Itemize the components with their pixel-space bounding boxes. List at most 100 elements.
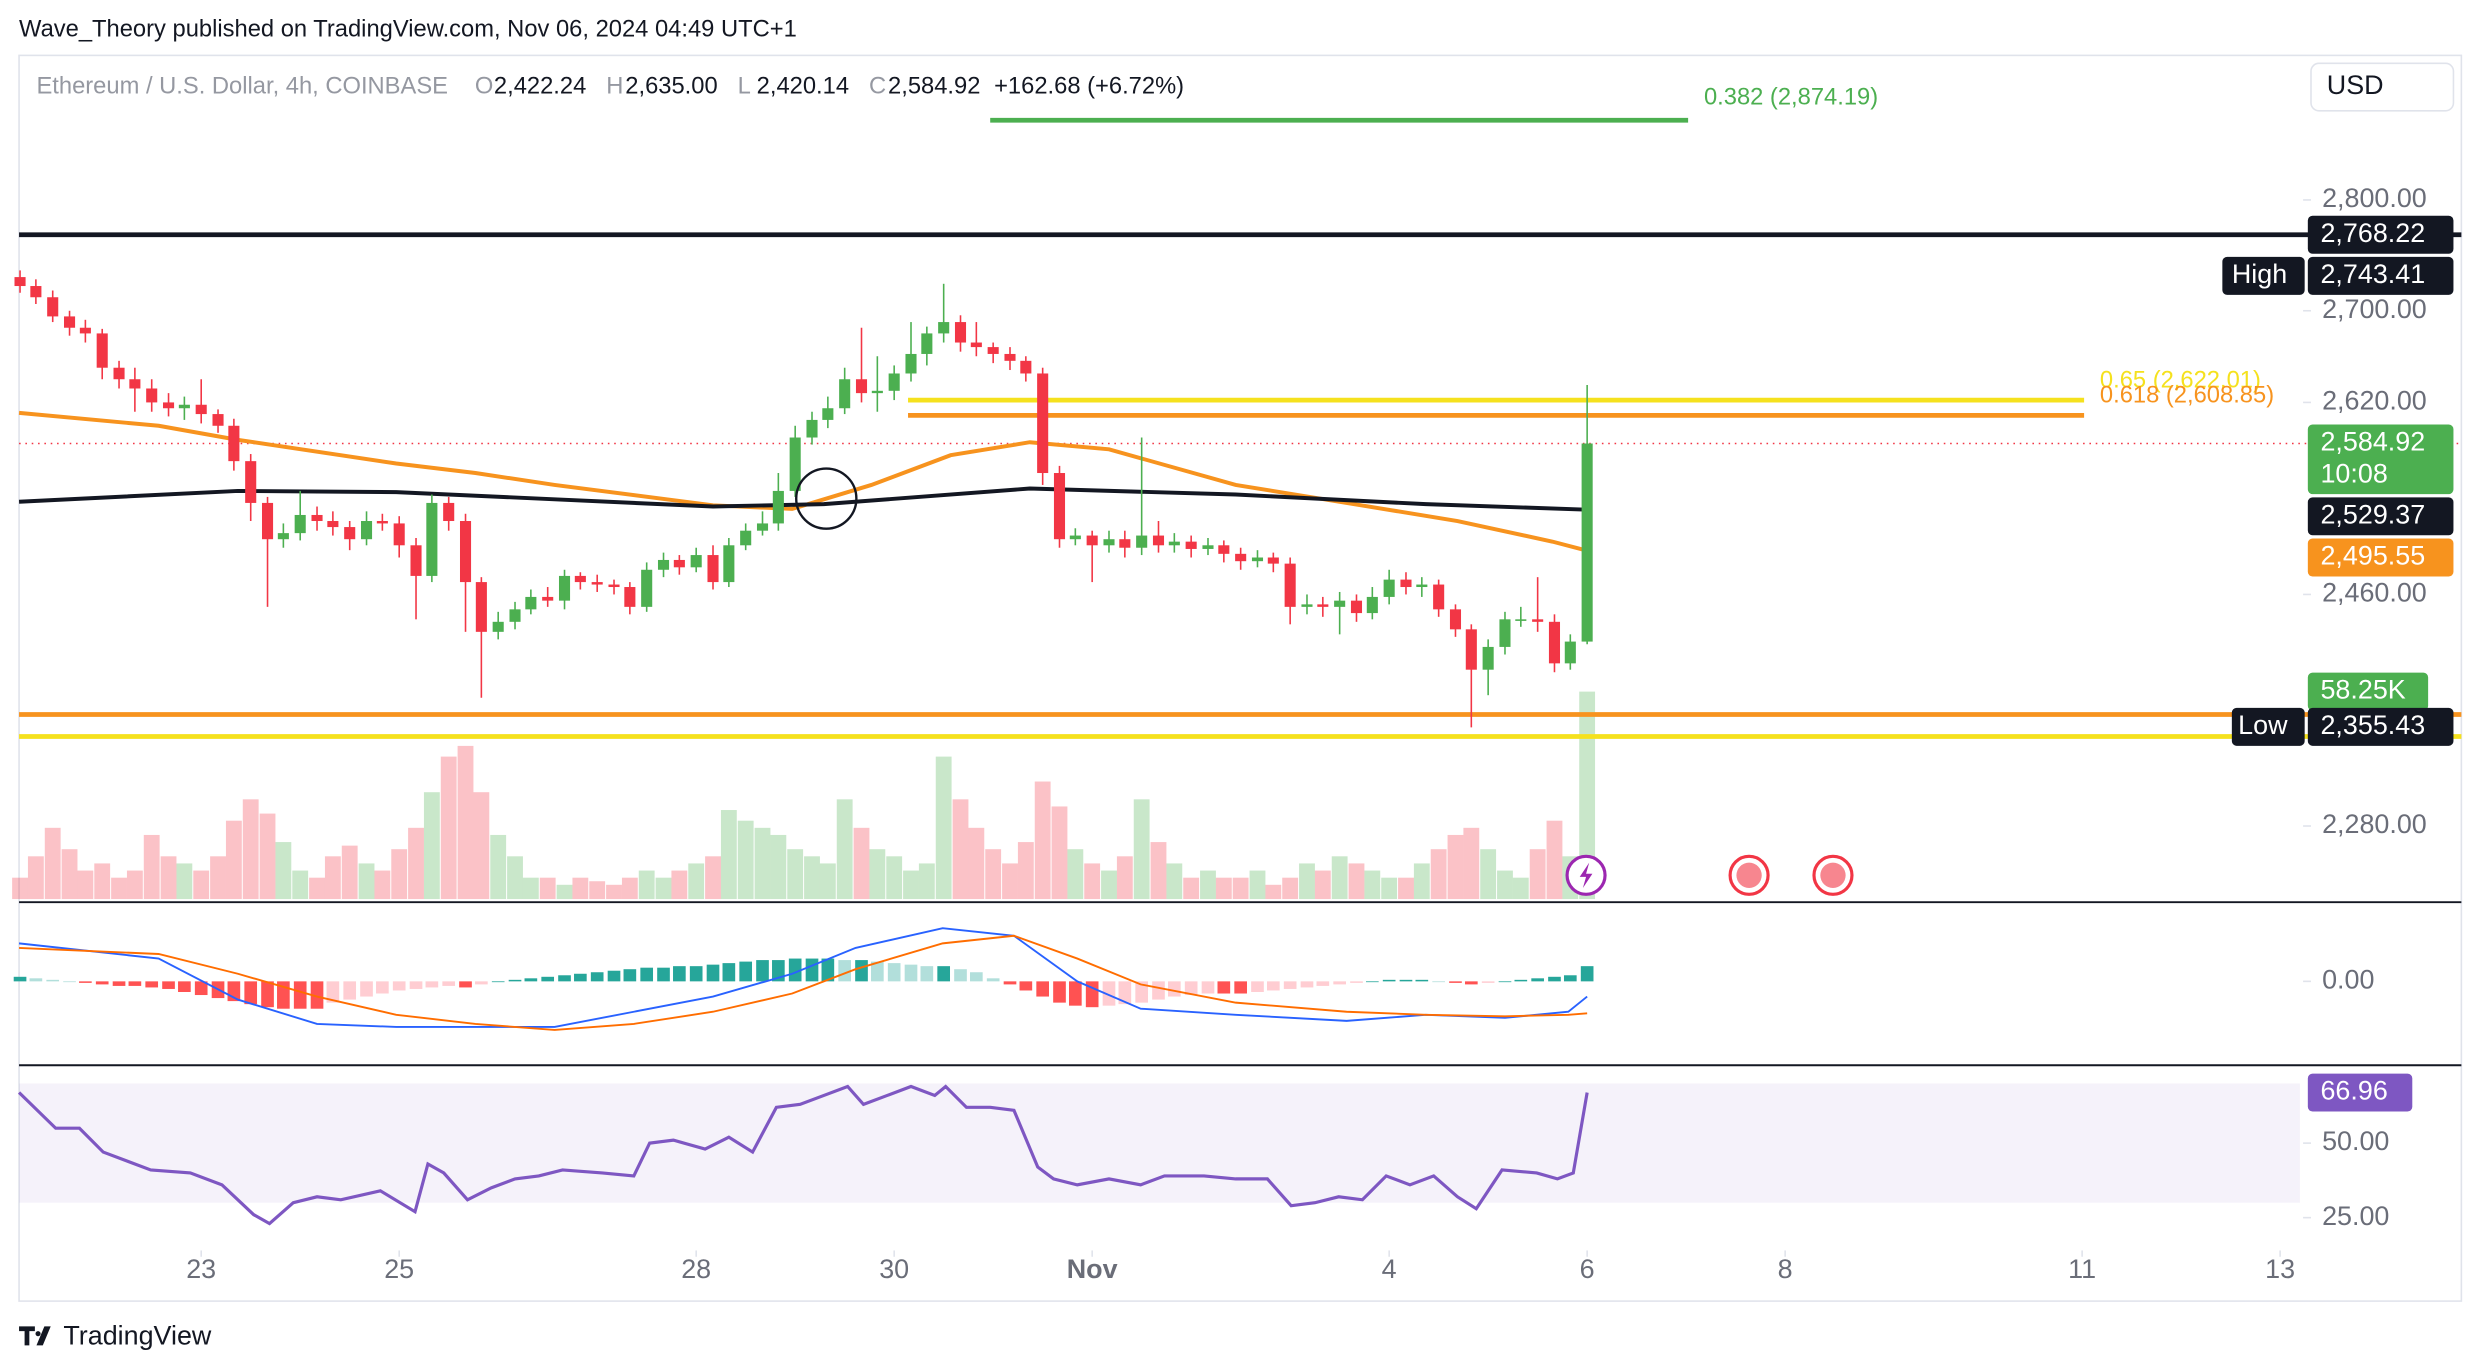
- y-tick-label: 25.00: [2322, 1201, 2389, 1231]
- macd-histogram: [574, 973, 587, 982]
- macd-histogram: [1003, 981, 1017, 985]
- price-label: 2,529.37: [2320, 499, 2425, 529]
- macd-histogram: [326, 981, 340, 1003]
- candle-body: [624, 587, 636, 607]
- event-icons: [1565, 854, 1854, 896]
- volume-bar: [688, 863, 705, 900]
- volume-bar: [1200, 870, 1216, 900]
- volume-bar: [655, 877, 672, 900]
- volume-bar: [1299, 863, 1315, 900]
- candle-body: [921, 333, 933, 354]
- signal-line: [19, 934, 1588, 1031]
- candle-body: [1185, 541, 1197, 549]
- candle-body: [1515, 619, 1527, 621]
- moving-average: [18, 486, 1588, 512]
- volume-bar: [1413, 863, 1430, 900]
- volume-bar: [935, 756, 952, 900]
- tv-logo: TradingView: [19, 1321, 212, 1351]
- price-countdown: 10:08: [2320, 458, 2387, 488]
- candle-body: [1251, 557, 1264, 562]
- volume-value-box: [2307, 672, 2429, 711]
- candle-body: [30, 286, 42, 298]
- macd-histogram: [1432, 981, 1445, 983]
- candle-body: [772, 490, 784, 524]
- candle-body: [1136, 535, 1148, 548]
- price-tag-box: [2231, 707, 2305, 746]
- candle-body: [789, 437, 801, 491]
- volume-bar: [225, 820, 242, 900]
- volume-bar: [94, 863, 111, 900]
- candle-body: [1334, 600, 1346, 607]
- x-tick-label: 8: [1778, 1254, 1793, 1284]
- candle-body: [327, 521, 339, 528]
- volume-bar: [1398, 877, 1414, 900]
- volume-bar: [903, 870, 919, 900]
- macd-histogram: [1251, 981, 1264, 992]
- macd-histogram: [1184, 981, 1198, 996]
- candle-body: [212, 414, 224, 426]
- volume-bar: [1447, 834, 1464, 900]
- candle-body: [1053, 473, 1066, 540]
- macd-histogram: [937, 966, 951, 982]
- volume-bar: [1067, 849, 1084, 900]
- legend-key: H: [606, 73, 623, 99]
- y-tick-label: 2,280.00: [2322, 809, 2427, 839]
- price-tag-box: [2222, 256, 2305, 295]
- macd-histogram: [508, 979, 522, 982]
- candle-body: [673, 559, 685, 568]
- price-label-box: [2307, 424, 2454, 495]
- macd-histogram: [1531, 978, 1544, 982]
- volume-bar: [787, 849, 804, 900]
- candle-body: [1581, 443, 1593, 642]
- macd-line: [18, 927, 1588, 1028]
- price-tag: High: [2232, 259, 2287, 289]
- frame: [18, 54, 2463, 1302]
- macd-histogram: [360, 981, 373, 997]
- candle-body: [822, 408, 834, 420]
- volume-bar: [12, 877, 28, 900]
- candle-body: [261, 502, 274, 540]
- volume-bar: [324, 856, 341, 900]
- macd-histogram: [491, 981, 505, 983]
- macd-histogram: [1102, 981, 1116, 1006]
- volume-bar: [423, 792, 440, 900]
- macd-histogram: [1283, 981, 1297, 989]
- candle-body: [311, 514, 323, 522]
- currency[interactable]: USD: [2327, 70, 2384, 100]
- volume-bar: [952, 799, 969, 900]
- macd-histogram: [1548, 976, 1561, 982]
- event-icon-glyph: [1736, 862, 1762, 888]
- y-tick-label: 50.00: [2322, 1126, 2389, 1156]
- macd-histogram: [310, 981, 324, 1009]
- candle-body: [1532, 619, 1544, 622]
- macd-histogram: [1365, 981, 1379, 983]
- macd-histogram: [425, 981, 439, 988]
- macd-histogram: [1333, 981, 1346, 985]
- candle-body: [756, 523, 769, 531]
- candle-body: [360, 521, 373, 540]
- volume-bar: [1002, 863, 1018, 900]
- candle-body: [178, 404, 190, 409]
- macd-histogram: [1464, 981, 1478, 985]
- candle-body: [492, 621, 504, 632]
- price-label: 2,743.41: [2320, 259, 2425, 289]
- volume-bar: [522, 877, 539, 900]
- y-tick-label: 2,700.00: [2322, 294, 2427, 324]
- candle-body: [162, 402, 175, 409]
- candle-body: [1383, 579, 1395, 597]
- volume-bar: [705, 856, 721, 900]
- currency-button[interactable]: [2310, 62, 2455, 112]
- macd-histogram: [63, 981, 76, 983]
- volume-bar: [1017, 842, 1034, 900]
- volume-bar: [1133, 799, 1150, 900]
- candle-body: [1465, 629, 1477, 670]
- candle-body: [707, 555, 719, 583]
- candle-body: [1416, 584, 1428, 588]
- candle-body: [1400, 579, 1412, 588]
- macd-histogram: [112, 981, 126, 986]
- macd-histogram: [954, 969, 967, 982]
- candle-body: [905, 353, 917, 374]
- plot: O 2,422.24 H 2,635.00 L 2,420.14 C 2,584.92 +162…: [12, 73, 2462, 1284]
- macd-histogram: [673, 966, 686, 982]
